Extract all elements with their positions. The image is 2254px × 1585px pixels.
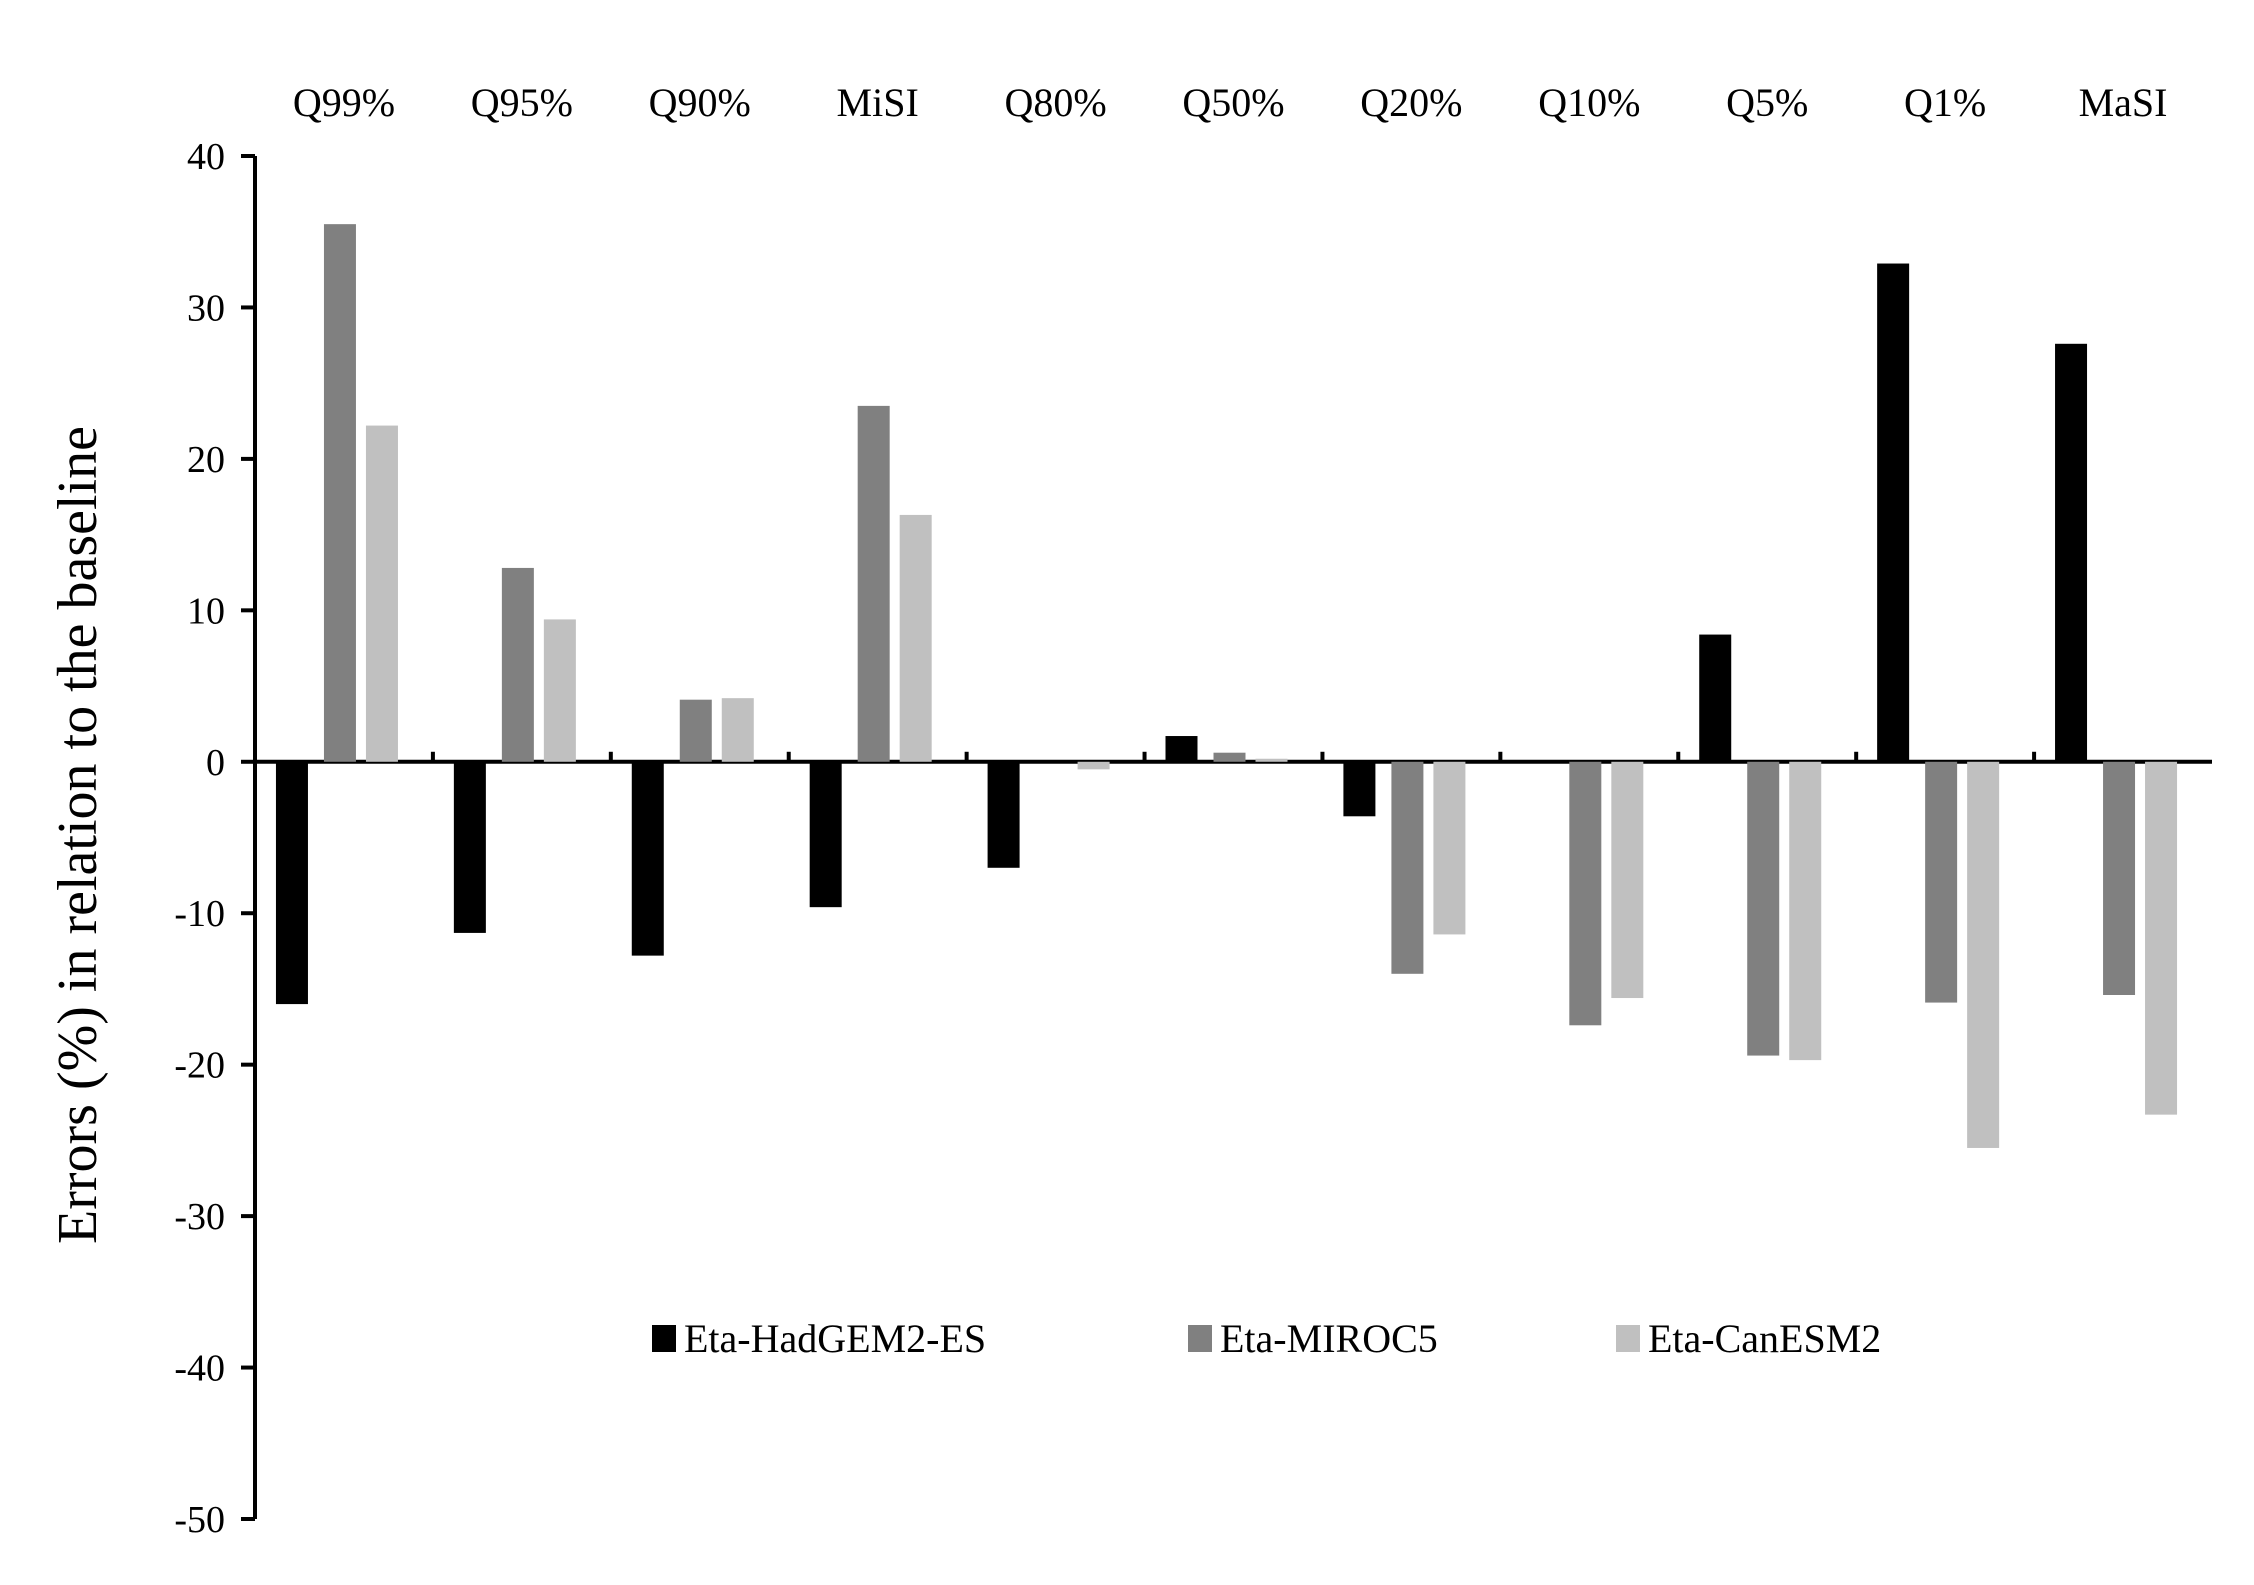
bar (2055, 343, 2088, 762)
category-label: MaSI (2079, 80, 2168, 125)
bar (631, 761, 664, 956)
bar (501, 567, 534, 762)
category-label: Q20% (1360, 80, 1462, 125)
bar (1213, 752, 1246, 762)
bar (543, 619, 576, 762)
category-label: Q5% (1726, 80, 1808, 125)
legend-swatch (1616, 1325, 1640, 1352)
y-tick-label: -30 (174, 1196, 225, 1238)
bar (2103, 761, 2136, 996)
y-axis-label: Errors (%) in relation to the baseline (47, 426, 109, 1244)
bar (857, 405, 890, 762)
legend-swatch (652, 1325, 676, 1352)
category-label: Q10% (1538, 80, 1640, 125)
legend-label: Eta-MIROC5 (1220, 1316, 1438, 1361)
y-tick-label: 30 (187, 287, 225, 329)
bar (987, 761, 1020, 868)
bar (1699, 634, 1732, 762)
bar (1343, 761, 1376, 817)
bar (679, 699, 712, 762)
y-tick-label: -50 (174, 1499, 225, 1541)
y-tick-label: 0 (206, 742, 225, 784)
bar (365, 425, 398, 762)
bar (1077, 761, 1110, 770)
legend-label: Eta-CanESM2 (1648, 1316, 1881, 1361)
bar (323, 224, 356, 762)
bar (453, 761, 486, 933)
category-label: Q50% (1182, 80, 1284, 125)
bar (1569, 761, 1602, 1026)
bar (1747, 761, 1780, 1056)
category-label: Q95% (471, 80, 573, 125)
bar (1391, 761, 1424, 974)
bar (1925, 761, 1958, 1003)
bar (275, 761, 308, 1005)
bars (275, 224, 2178, 1148)
bar (1165, 736, 1198, 762)
bar (1255, 758, 1288, 762)
bar (899, 514, 932, 762)
bar (1789, 761, 1822, 1061)
category-label: Q1% (1904, 80, 1986, 125)
legend-label: Eta-HadGEM2-ES (684, 1316, 986, 1361)
y-tick-label: 10 (187, 590, 225, 632)
bar (809, 761, 842, 908)
category-label: Q80% (1004, 80, 1106, 125)
legend-swatch (1188, 1325, 1212, 1352)
bar (1967, 761, 2000, 1148)
bar (1433, 761, 1466, 935)
category-label: Q90% (649, 80, 751, 125)
y-tick-label: 20 (187, 439, 225, 481)
y-tick-label: -40 (174, 1348, 225, 1390)
y-tick-label: 40 (187, 136, 225, 178)
y-tick-label: -10 (174, 893, 225, 935)
category-labels: Q99% Q95% Q90% MiSI Q80% Q50% Q20% Q10% Q5% Q1% Ma… (293, 80, 2168, 125)
category-label: Q99% (293, 80, 395, 125)
bar (2145, 761, 2178, 1115)
legend: Eta-HadGEM2-ES Eta-MIROC5 Eta-CanESM2 (652, 1316, 1881, 1361)
bar (1611, 761, 1644, 999)
y-tick-label: -20 (174, 1045, 225, 1087)
bar (721, 698, 754, 762)
category-label: MiSI (837, 80, 919, 125)
bar (1877, 263, 1910, 762)
